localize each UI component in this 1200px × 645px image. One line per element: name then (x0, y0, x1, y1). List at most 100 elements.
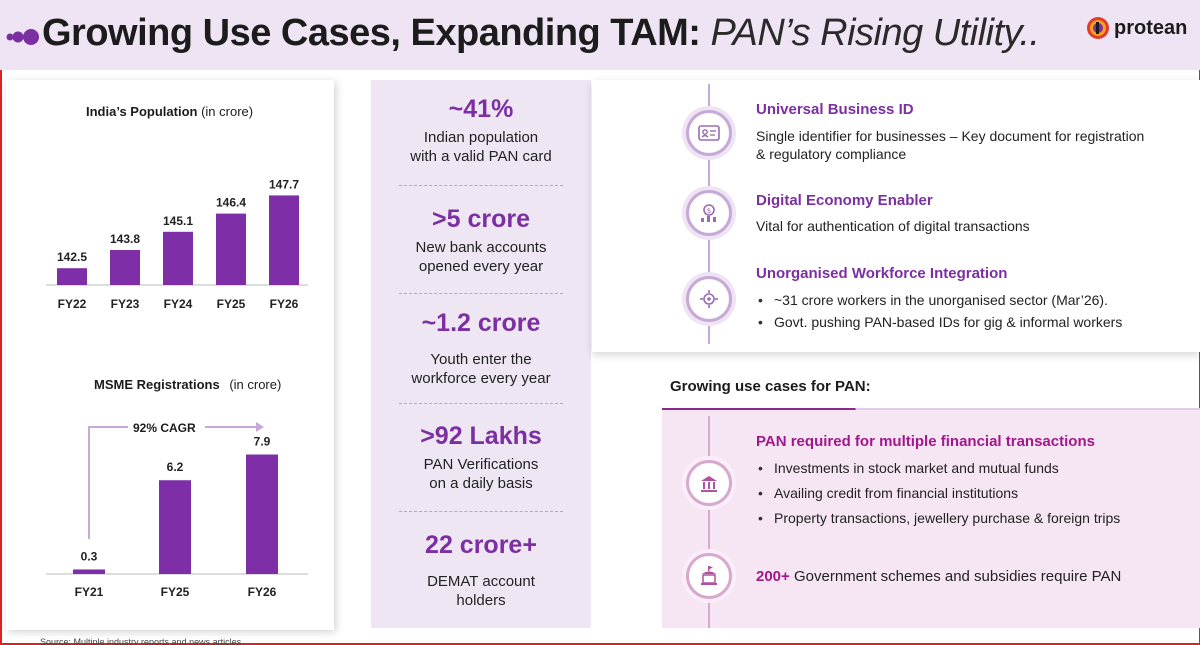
stat-demat-accounts: 22 crore+ DEMAT account holders (371, 530, 591, 610)
data-label: 143.8 (110, 232, 140, 246)
timeline-line (708, 416, 710, 628)
use-cases-underline (662, 408, 1200, 410)
divider (399, 511, 563, 512)
tick-label: FY25 (217, 297, 246, 311)
data-label: 6.2 (167, 460, 184, 474)
msme-bar-chart: 0.3 FY21 6.2 FY25 7.9 FY26 (46, 422, 308, 599)
stat-desc-line2: with a valid PAN card (410, 148, 552, 165)
tick-label: FY25 (161, 585, 190, 599)
data-label: 146.4 (216, 196, 246, 210)
bullet-item: Property transactions, jewellery purchas… (756, 506, 1120, 531)
data-label: 145.1 (163, 214, 193, 228)
msme-unit-text: (in crore) (229, 377, 282, 392)
use-case-text: 200+ Government schemes and subsidies re… (756, 568, 1121, 586)
divider (399, 403, 563, 404)
bullet-item: Govt. pushing PAN-based IDs for gig & in… (756, 311, 1122, 333)
tick-label: FY23 (111, 297, 140, 311)
stat-youth-workforce: ~1.2 crore Youth enter the workforce eve… (371, 308, 591, 388)
stats-column: ~41% Indian population with a valid PAN … (371, 80, 591, 628)
population-unit-text: (in crore) (201, 104, 254, 119)
utility-item-icon (686, 276, 732, 322)
use-case-icon (686, 553, 732, 599)
three-dots-logo-icon (6, 29, 39, 45)
bar-fy23 (110, 250, 140, 285)
stat-desc-line2: opened every year (418, 258, 544, 275)
cagr-arrow-head (256, 422, 264, 432)
tick-label: FY21 (75, 585, 104, 599)
bar-fy25 (216, 213, 246, 285)
population-bar-chart: 142.5 FY22 143.8 FY23 145.1 FY24 146.4 FY25 147.… (46, 177, 308, 311)
stat-desc-line2: workforce every year (411, 370, 551, 387)
divider (399, 293, 563, 294)
stat-value: ~1.2 crore (421, 309, 541, 337)
bank-coins-icon (701, 476, 717, 492)
bullet-item: Availing credit from financial instituti… (756, 481, 1120, 506)
tick-label: FY26 (248, 585, 277, 599)
utility-item-text-line1: Single identifier for businesses – Key d… (756, 128, 1145, 144)
brand-name: protean (1114, 16, 1188, 39)
utility-item-text: Vital for authentication of digital tran… (756, 218, 1030, 234)
utility-item-icon: $ (686, 190, 732, 236)
utility-item-title: Universal Business ID (756, 101, 914, 118)
stat-value: ~41% (448, 95, 514, 123)
use-case-strong: 200+ (756, 568, 790, 585)
utility-item-bullets: ~31 crore workers in the unorganised sec… (756, 289, 1122, 333)
tick-label: FY24 (164, 297, 193, 311)
workforce-gear-icon (700, 290, 718, 308)
brand-logo: protean (1086, 16, 1187, 40)
data-label: 7.9 (254, 435, 271, 449)
data-label: 142.5 (57, 250, 87, 264)
tick-label: FY26 (270, 297, 299, 311)
stat-desc-line1: New bank accounts (415, 239, 547, 256)
utility-item-text-line2: & regulatory compliance (756, 146, 907, 162)
divider (399, 185, 563, 186)
stat-desc-line1: Indian population (423, 129, 539, 146)
bullet-item: Investments in stock market and mutual f… (756, 456, 1120, 481)
digital-coin-icon: $ (701, 204, 716, 222)
data-label: 147.7 (269, 177, 299, 191)
stat-bank-accounts: >5 crore New bank accounts opened every … (371, 204, 591, 276)
use-case-bullets: Investments in stock market and mutual f… (756, 456, 1120, 531)
tick-label: FY22 (58, 297, 87, 311)
utility-item-title: Unorganised Workforce Integration (756, 265, 1008, 282)
bar-fy25 (159, 480, 191, 574)
msme-chart-title: MSME Registrations (in crore) (94, 377, 281, 392)
utility-item-text: Single identifier for businesses – Key d… (756, 127, 1144, 163)
source-note: Source: Multiple industry reports and ne… (40, 637, 242, 645)
stat-value: >5 crore (432, 205, 530, 233)
bar-fy24 (163, 231, 193, 285)
stat-pan-verifications: >92 Lakhs PAN Verifications on a daily b… (371, 421, 591, 493)
bar-fy26 (246, 454, 278, 574)
use-case-title: PAN required for multiple financial tran… (756, 433, 1095, 450)
stat-desc-line2: holders (456, 592, 506, 609)
stat-desc-line2: on a daily basis (429, 475, 533, 492)
protean-logo-icon (1087, 17, 1109, 39)
title-main: Growing Use Cases, Expanding TAM: (42, 12, 701, 54)
use-cases-title: Growing use cases for PAN: (670, 378, 871, 395)
bar-fy22 (57, 268, 87, 285)
bar-fy21 (73, 569, 105, 574)
population-title-text: India’s Population (86, 104, 198, 119)
stat-pan-population: ~41% Indian population with a valid PAN … (371, 94, 591, 166)
utility-item-title: Digital Economy Enabler (756, 192, 933, 209)
stat-desc-line1: Youth enter the (430, 351, 532, 368)
stat-desc-line1: DEMAT account (427, 573, 535, 590)
cagr-label: 92% CAGR (133, 421, 196, 435)
header-bar: Growing Use Cases, Expanding TAM: PAN’s … (0, 0, 1200, 70)
svg-text:$: $ (707, 207, 711, 215)
use-case-icon (686, 460, 732, 506)
cagr-bracket-line (88, 426, 128, 539)
msme-title-text: MSME Registrations (94, 377, 220, 392)
utility-item-icon (686, 110, 732, 156)
bar-fy26 (269, 195, 299, 285)
use-case-text-body: Government schemes and subsidies require… (793, 568, 1122, 585)
data-label: 0.3 (81, 549, 98, 563)
id-card-icon (698, 125, 720, 141)
bullet-item: ~31 crore workers in the unorganised sec… (756, 289, 1122, 311)
page-title: Growing Use Cases, Expanding TAM: PAN’s … (42, 12, 1040, 55)
title-italic: PAN’s Rising Utility.. (710, 12, 1040, 54)
population-chart-title: India’s Population (in crore) (86, 104, 253, 119)
stat-value: 22 crore+ (425, 531, 537, 559)
stat-value: >92 Lakhs (420, 422, 542, 450)
government-building-icon (701, 566, 717, 585)
